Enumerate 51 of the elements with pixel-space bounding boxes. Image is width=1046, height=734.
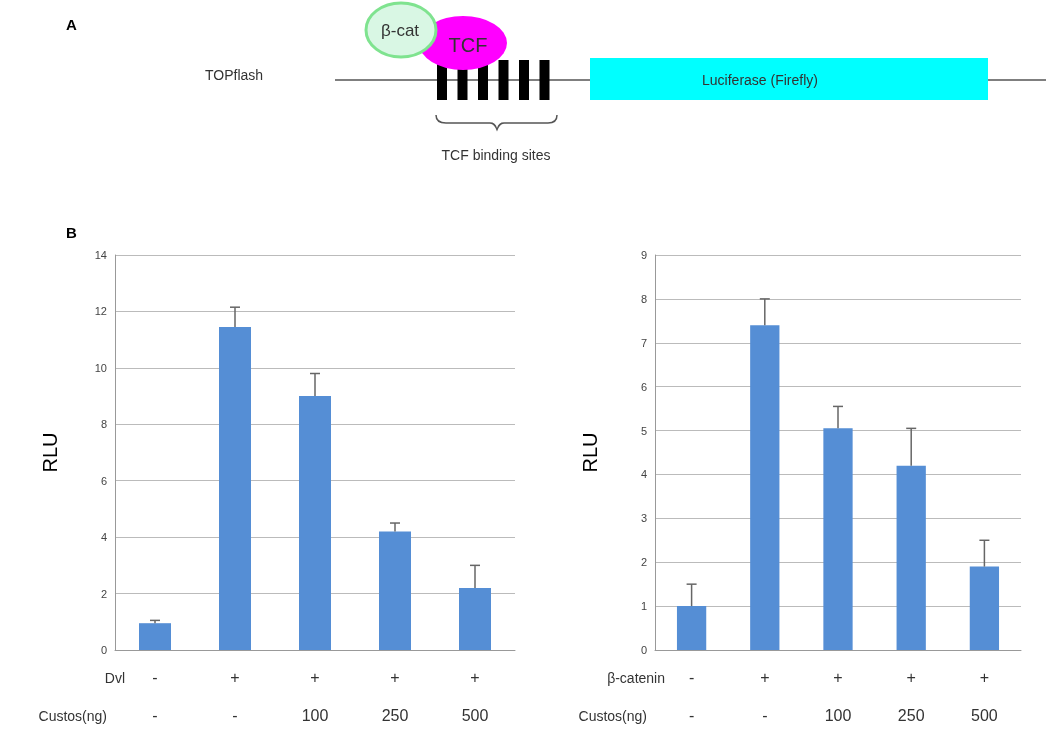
y-tick-label: 9 bbox=[640, 249, 647, 261]
category-label: + 250 bbox=[897, 668, 925, 724]
y-tick-label: 3 bbox=[640, 512, 647, 525]
bar bbox=[219, 326, 251, 650]
y-tick-label: 14 bbox=[94, 249, 107, 261]
category-label: + 500 bbox=[461, 668, 489, 724]
bar bbox=[299, 396, 331, 650]
category-label: + - bbox=[760, 668, 770, 724]
y-tick-label: 8 bbox=[100, 418, 107, 431]
text: Custos(ng) bbox=[38, 708, 107, 724]
category-label: + - bbox=[230, 668, 240, 724]
y-tick-label: 7 bbox=[640, 336, 647, 349]
y-tick-label: 2 bbox=[100, 587, 107, 600]
text: TCF bbox=[448, 34, 488, 56]
category-label: + 100 bbox=[824, 668, 852, 724]
text: Custos(ng) bbox=[578, 708, 647, 724]
bar bbox=[139, 623, 171, 650]
bar bbox=[379, 531, 411, 650]
chart-title: B bbox=[66, 224, 77, 241]
y-tick-label: 1 bbox=[640, 600, 647, 613]
y-tick-label: 5 bbox=[640, 424, 647, 437]
y-tick-label: 2 bbox=[640, 556, 647, 569]
bar bbox=[459, 587, 491, 650]
text: β-catenin bbox=[607, 670, 665, 686]
bar bbox=[750, 325, 780, 650]
bar bbox=[969, 566, 1000, 650]
y-tick-label: 6 bbox=[100, 474, 107, 487]
category-label: + 250 bbox=[381, 668, 409, 724]
text: Luciferase (Firefly) bbox=[702, 72, 818, 88]
text: TCF binding sites bbox=[441, 147, 551, 163]
y-tick-label: 4 bbox=[100, 531, 107, 544]
category-label: - - bbox=[688, 668, 695, 724]
y-tick-label: 8 bbox=[640, 292, 647, 305]
text: TOPflash bbox=[205, 67, 264, 83]
y-tick-label: 4 bbox=[640, 468, 647, 481]
text: A bbox=[66, 16, 77, 33]
category-label: - - bbox=[152, 668, 158, 724]
bar bbox=[676, 606, 707, 650]
bar bbox=[896, 465, 926, 650]
y-tick-label: 12 bbox=[94, 305, 107, 318]
y-axis-title: RLU bbox=[39, 432, 61, 473]
y-tick-label: 10 bbox=[94, 361, 107, 374]
bar bbox=[823, 428, 853, 650]
category-label: + 500 bbox=[971, 668, 998, 724]
category-label: + 100 bbox=[301, 668, 329, 724]
text: Dvl bbox=[104, 670, 125, 686]
y-axis-title: RLU bbox=[579, 432, 601, 473]
y-tick-label: 0 bbox=[100, 644, 107, 656]
y-tick-label: 0 bbox=[640, 644, 647, 656]
y-tick-label: 6 bbox=[640, 380, 647, 393]
text: β-cat bbox=[380, 21, 420, 40]
